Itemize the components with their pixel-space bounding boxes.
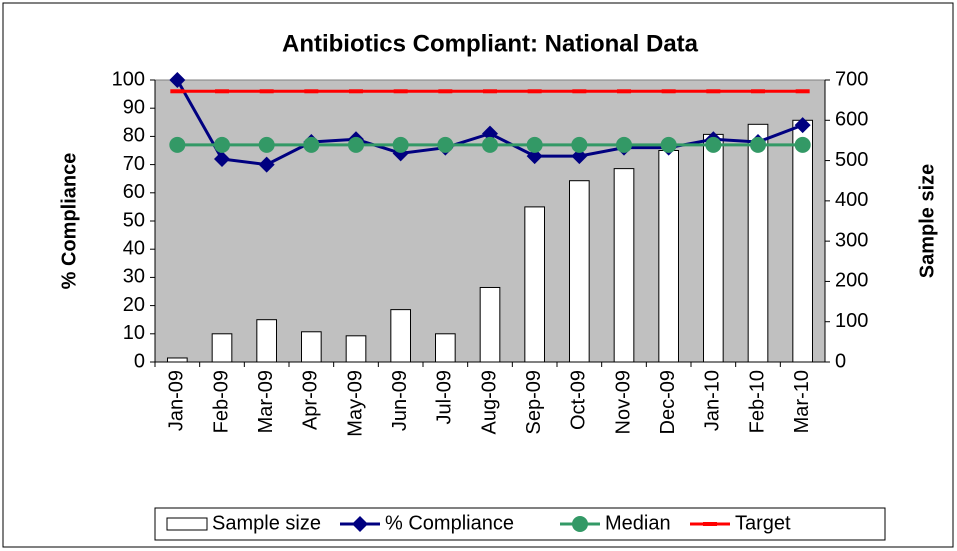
marker	[482, 136, 498, 153]
y-tick-label: 10	[123, 322, 145, 344]
bar	[658, 150, 679, 363]
y2-tick-label: 0	[835, 350, 846, 372]
marker	[751, 89, 765, 94]
y-tick-label: 90	[123, 96, 145, 118]
marker	[169, 72, 186, 88]
marker	[526, 148, 543, 165]
marker	[392, 136, 409, 153]
x-tick-label: Oct-09	[568, 370, 590, 430]
x-tick-label: Jun-09	[389, 370, 411, 431]
y-tick-label: 20	[123, 294, 145, 316]
y-tick-label: 30	[123, 266, 145, 288]
marker	[170, 89, 185, 94]
x-tick-label: Jan-10	[702, 370, 724, 431]
x-tick-label: Nov-09	[612, 370, 634, 434]
bar	[569, 180, 590, 363]
y2-tick-label: 200	[835, 270, 868, 292]
marker	[482, 125, 498, 142]
legend-box	[154, 507, 886, 541]
marker	[349, 89, 363, 94]
marker	[259, 89, 274, 94]
legend-label: % Compliance	[385, 512, 514, 534]
x-tick-label: Feb-10	[746, 370, 768, 433]
y2-tick-label: 300	[835, 229, 868, 251]
x-tick-label: Apr-09	[300, 370, 322, 430]
bar	[792, 119, 813, 363]
marker	[572, 89, 587, 94]
marker	[437, 136, 454, 153]
y-tick-label: 40	[123, 237, 145, 259]
chart-title: Antibiotics Compliant: National Data	[282, 30, 699, 57]
y2-tick-label: 500	[835, 149, 868, 171]
marker	[571, 136, 588, 153]
legend-marker	[703, 522, 717, 526]
bar	[345, 335, 367, 363]
marker	[706, 89, 721, 94]
bar	[211, 333, 233, 363]
y-tick-label: 0	[134, 350, 145, 372]
x-tick-label: Sep-09	[523, 370, 545, 435]
marker	[214, 150, 230, 167]
marker	[258, 156, 275, 173]
marker	[527, 89, 542, 94]
marker	[483, 89, 497, 94]
y2-tick-label: 700	[835, 68, 868, 90]
marker	[661, 89, 676, 94]
marker	[750, 136, 766, 153]
legend-label: Sample size	[212, 512, 321, 534]
x-tick-label: Dec-09	[657, 370, 679, 434]
bar	[479, 286, 501, 363]
bar	[390, 309, 411, 363]
bar	[435, 333, 456, 363]
legend-label: Target	[735, 512, 791, 534]
x-tick-label: Jul-09	[434, 370, 456, 424]
marker	[705, 136, 722, 153]
marker	[795, 89, 810, 94]
bar	[613, 168, 635, 363]
y2-tick-label: 400	[835, 189, 868, 211]
marker	[393, 89, 408, 94]
x-tick-label: Mar-10	[791, 370, 813, 433]
marker	[348, 136, 364, 153]
legend-swatch	[166, 517, 208, 531]
legend-label: Median	[605, 512, 671, 534]
y-tick-label: 50	[123, 209, 145, 231]
y-tick-label: 80	[123, 125, 145, 147]
x-tick-label: Jan-09	[166, 370, 188, 431]
y-tick-label: 100	[112, 68, 145, 90]
y2-tick-label: 100	[835, 310, 868, 332]
marker	[214, 136, 230, 153]
y-tick-label: 70	[123, 153, 145, 175]
y-tick-label: 60	[123, 181, 145, 203]
legend-marker	[352, 516, 368, 532]
marker	[794, 117, 811, 134]
bar	[524, 206, 545, 363]
marker	[438, 89, 453, 94]
legend-marker	[572, 516, 588, 532]
y2-tick-label: 600	[835, 109, 868, 131]
bar	[301, 331, 322, 363]
marker	[660, 136, 677, 153]
marker	[258, 136, 275, 153]
marker	[526, 136, 543, 153]
marker	[304, 89, 319, 94]
bar	[747, 123, 769, 363]
marker	[794, 136, 811, 153]
marker	[616, 136, 632, 153]
x-tick-label: Feb-09	[210, 370, 232, 433]
x-tick-label: Mar-09	[255, 370, 277, 433]
y-axis-label: % Compliance	[58, 153, 80, 290]
x-tick-label: May-09	[344, 370, 366, 437]
bar	[256, 319, 277, 363]
marker	[215, 89, 229, 94]
marker	[617, 89, 631, 94]
bar	[703, 133, 724, 363]
bar	[167, 357, 188, 363]
marker	[571, 148, 588, 165]
x-tick-label: Aug-09	[478, 370, 500, 435]
marker	[169, 136, 186, 153]
marker	[303, 136, 320, 153]
y2-axis-label: Sample size	[916, 164, 938, 279]
